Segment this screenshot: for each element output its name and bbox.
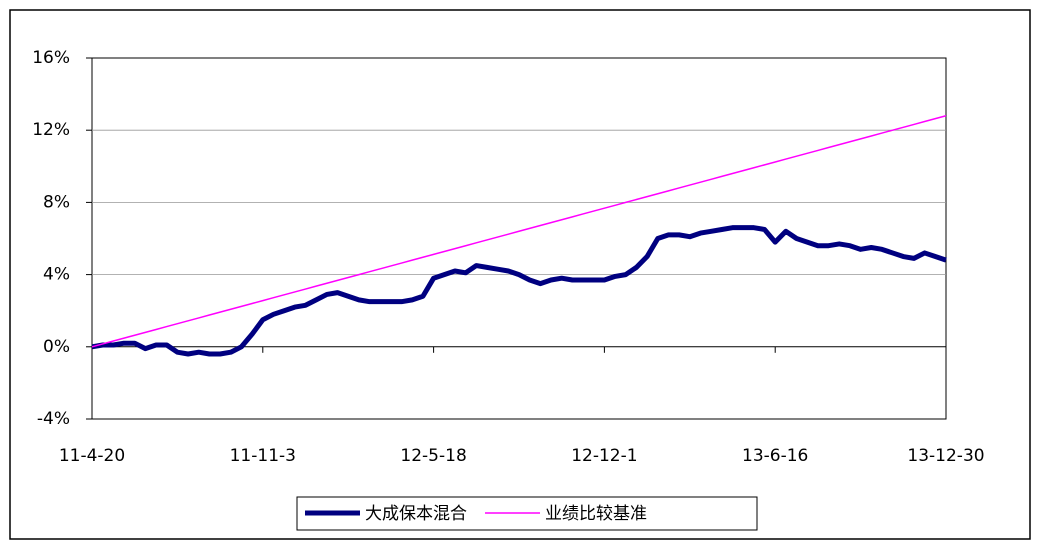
x-tick-label: 13-6-16 (742, 446, 808, 466)
plot-area (91, 57, 947, 420)
y-tick-label: 0% (43, 337, 70, 357)
y-tick-label: 12% (32, 120, 70, 140)
y-tick-label: 16% (32, 48, 70, 68)
series-line (91, 115, 947, 348)
legend-label: 业绩比较基准 (545, 504, 647, 524)
x-tick-label: 11-11-3 (230, 446, 296, 466)
y-tick-label: 4% (43, 265, 70, 285)
x-tick-label: 11-4-20 (59, 446, 125, 466)
x-tick-label: 13-12-30 (907, 446, 984, 466)
x-tick-label: 12-5-18 (400, 446, 466, 466)
y-tick-label: -4% (37, 409, 70, 429)
x-tick-label: 12-12-1 (571, 446, 637, 466)
y-tick-label: 8% (43, 192, 70, 212)
legend-label: 大成保本混合 (365, 504, 467, 524)
chart-border (9, 9, 1031, 540)
series-line (91, 225, 947, 357)
